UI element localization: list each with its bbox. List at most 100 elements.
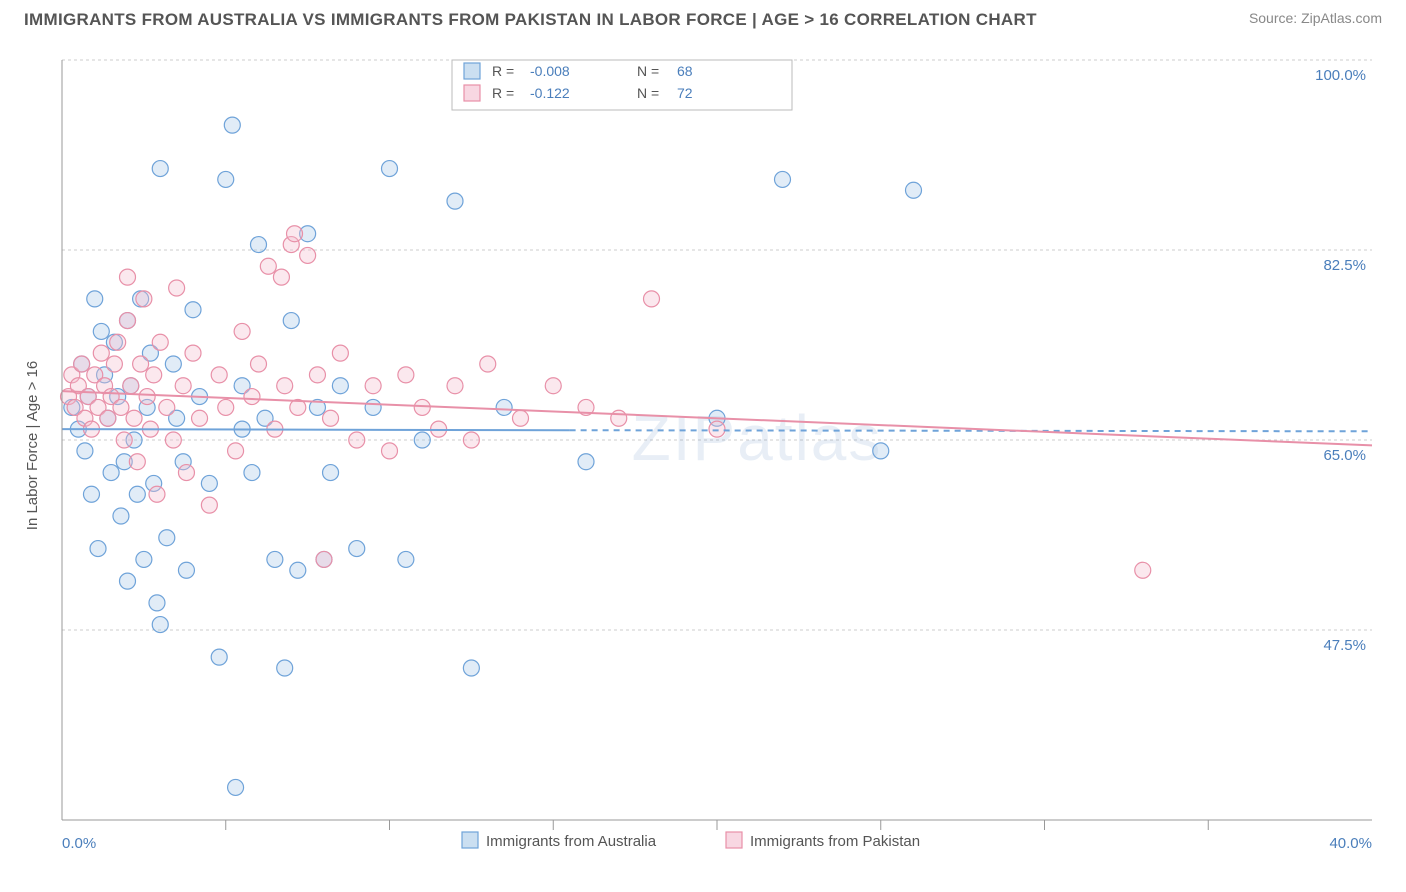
scatter-point bbox=[365, 378, 381, 394]
scatter-point bbox=[1135, 562, 1151, 578]
scatter-point bbox=[545, 378, 561, 394]
scatter-point bbox=[283, 313, 299, 329]
legend-n-label: N = bbox=[637, 63, 659, 79]
scatter-point bbox=[414, 399, 430, 415]
legend-r-label: R = bbox=[492, 85, 514, 101]
scatter-point bbox=[136, 551, 152, 567]
scatter-point bbox=[103, 465, 119, 481]
scatter-point bbox=[146, 367, 162, 383]
scatter-point bbox=[123, 378, 139, 394]
legend-r-label: R = bbox=[492, 63, 514, 79]
scatter-point bbox=[87, 291, 103, 307]
scatter-point bbox=[277, 660, 293, 676]
legend-swatch bbox=[726, 832, 742, 848]
scatter-point bbox=[152, 161, 168, 177]
scatter-point bbox=[165, 356, 181, 372]
scatter-point bbox=[323, 410, 339, 426]
scatter-point bbox=[178, 465, 194, 481]
scatter-point bbox=[218, 399, 234, 415]
scatter-point bbox=[218, 171, 234, 187]
scatter-point bbox=[90, 541, 106, 557]
scatter-point bbox=[775, 171, 791, 187]
scatter-point bbox=[149, 595, 165, 611]
watermark: ZIPatlas bbox=[632, 402, 883, 474]
scatter-point bbox=[120, 269, 136, 285]
scatter-point bbox=[152, 334, 168, 350]
scatter-point bbox=[332, 378, 348, 394]
legend-n-label: N = bbox=[637, 85, 659, 101]
plot-area: 47.5%65.0%82.5%100.0%ZIPatlas0.0%40.0%R … bbox=[52, 50, 1382, 840]
scatter-point bbox=[323, 465, 339, 481]
legend-swatch bbox=[464, 63, 480, 79]
scatter-point bbox=[185, 345, 201, 361]
scatter-point bbox=[365, 399, 381, 415]
y-axis-label: In Labor Force | Age > 16 bbox=[25, 360, 42, 529]
scatter-point bbox=[578, 454, 594, 470]
scatter-point bbox=[463, 660, 479, 676]
scatter-point bbox=[644, 291, 660, 307]
title-row: IMMIGRANTS FROM AUSTRALIA VS IMMIGRANTS … bbox=[0, 0, 1406, 30]
scatter-point bbox=[300, 247, 316, 263]
scatter-point bbox=[133, 356, 149, 372]
scatter-point bbox=[159, 530, 175, 546]
scatter-point bbox=[228, 443, 244, 459]
scatter-point bbox=[906, 182, 922, 198]
source-label: Source: ZipAtlas.com bbox=[1249, 10, 1382, 26]
legend-n-value: 68 bbox=[677, 63, 693, 79]
trend-line bbox=[62, 429, 570, 430]
scatter-point bbox=[463, 432, 479, 448]
scatter-point bbox=[93, 345, 109, 361]
scatter-point bbox=[83, 486, 99, 502]
scatter-point bbox=[113, 399, 129, 415]
y-axis-label-wrap: In Labor Force | Age > 16 bbox=[18, 50, 48, 840]
legend-n-value: 72 bbox=[677, 85, 693, 101]
scatter-point bbox=[244, 465, 260, 481]
scatter-point bbox=[201, 497, 217, 513]
scatter-point bbox=[74, 356, 90, 372]
scatter-point bbox=[93, 323, 109, 339]
scatter-point bbox=[149, 486, 165, 502]
scatter-point bbox=[129, 486, 145, 502]
scatter-point bbox=[287, 226, 303, 242]
scatter-point bbox=[129, 454, 145, 470]
scatter-point bbox=[273, 269, 289, 285]
scatter-point bbox=[110, 334, 126, 350]
scatter-point bbox=[224, 117, 240, 133]
scatter-point bbox=[873, 443, 889, 459]
legend-r-value: -0.008 bbox=[530, 63, 570, 79]
chart-container: IMMIGRANTS FROM AUSTRALIA VS IMMIGRANTS … bbox=[0, 0, 1406, 892]
scatter-point bbox=[382, 161, 398, 177]
scatter-point bbox=[152, 617, 168, 633]
scatter-point bbox=[267, 551, 283, 567]
y-tick-label: 65.0% bbox=[1323, 447, 1366, 464]
scatter-point bbox=[709, 421, 725, 437]
scatter-point bbox=[480, 356, 496, 372]
scatter-point bbox=[611, 410, 627, 426]
scatter-point bbox=[414, 432, 430, 448]
scatter-point bbox=[398, 551, 414, 567]
x-tick-label: 40.0% bbox=[1329, 835, 1372, 852]
scatter-point bbox=[192, 410, 208, 426]
scatter-point bbox=[175, 378, 191, 394]
scatter-point bbox=[120, 573, 136, 589]
scatter-point bbox=[211, 649, 227, 665]
scatter-point bbox=[211, 367, 227, 383]
scatter-point bbox=[244, 389, 260, 405]
scatter-point bbox=[120, 313, 136, 329]
y-tick-label: 100.0% bbox=[1315, 67, 1366, 84]
scatter-point bbox=[349, 432, 365, 448]
scatter-point bbox=[113, 508, 129, 524]
legend-swatch bbox=[464, 85, 480, 101]
scatter-point bbox=[309, 367, 325, 383]
scatter-point bbox=[178, 562, 194, 578]
legend-series-label: Immigrants from Pakistan bbox=[750, 833, 920, 850]
scatter-chart-svg: 47.5%65.0%82.5%100.0%ZIPatlas0.0%40.0%R … bbox=[52, 50, 1382, 880]
scatter-point bbox=[228, 779, 244, 795]
scatter-point bbox=[139, 389, 155, 405]
scatter-point bbox=[169, 280, 185, 296]
scatter-point bbox=[332, 345, 348, 361]
scatter-point bbox=[136, 291, 152, 307]
scatter-point bbox=[159, 399, 175, 415]
scatter-point bbox=[251, 237, 267, 253]
scatter-point bbox=[116, 432, 132, 448]
